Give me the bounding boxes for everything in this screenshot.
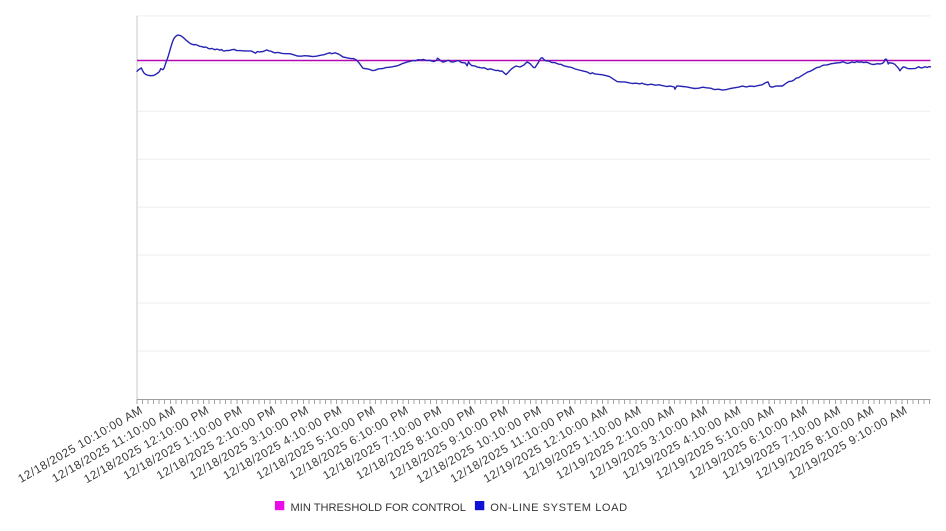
svg-text:ON-LINE SYSTEM LOAD: ON-LINE SYSTEM LOAD [490,502,627,514]
svg-text:MIN THRESHOLD FOR CONTROL: MIN THRESHOLD FOR CONTROL [291,502,466,514]
